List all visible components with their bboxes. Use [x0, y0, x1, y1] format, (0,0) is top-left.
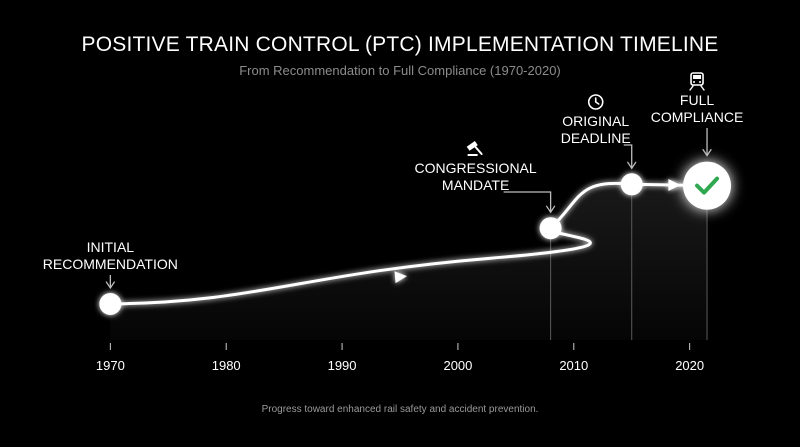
connector-arrow-icon [105, 281, 115, 290]
direction-arrow [668, 178, 681, 191]
milestone-marker-initial [99, 293, 122, 316]
milestone-marker-full [683, 161, 732, 210]
milestone-label-line: MANDATE [442, 177, 509, 193]
milestone-label-line: COMPLIANCE [651, 109, 744, 125]
gavel-icon [466, 140, 483, 156]
caption-text: Progress toward enhanced rail safety and… [262, 404, 539, 415]
connector-arrow-icon [545, 205, 556, 214]
direction-arrow [394, 271, 407, 284]
axis-tick-label: 2000 [443, 358, 472, 373]
train-icon [689, 72, 705, 91]
milestone-label-line: DEADLINE [561, 130, 631, 146]
connector-arrow-icon [702, 148, 712, 157]
milestone-marker-mandate [539, 217, 562, 240]
milestone-connector [623, 144, 633, 169]
progress-curve [108, 181, 709, 306]
axis-tick-label: 1970 [96, 358, 125, 373]
axis-ticks: 1970 1980 1990 2000 2010 2020 [96, 343, 704, 373]
milestone-label-line: FULL [680, 92, 714, 108]
axis-tick-label: 1980 [212, 358, 241, 373]
milestone-markers [99, 161, 732, 316]
milestone-label-line: ORIGINAL [562, 113, 629, 129]
milestone-label-line: INITIAL [87, 239, 135, 255]
page-title: POSITIVE TRAIN CONTROL (PTC) IMPLEMENTAT… [82, 33, 719, 56]
direction-arrows [394, 178, 681, 284]
milestone-label-line: RECOMMENDATION [43, 256, 178, 272]
milestone-marker-deadline [620, 173, 643, 196]
connector-arrow-icon [627, 161, 637, 170]
milestone-label-line: CONGRESSIONAL [415, 160, 537, 176]
progress-area [110, 183, 708, 340]
axis-tick-label: 2020 [675, 358, 704, 373]
checkmark-icon [695, 176, 720, 195]
clock-icon [587, 94, 604, 110]
axis-tick-label: 1990 [328, 358, 357, 373]
axis-tick-label: 2010 [559, 358, 588, 373]
progress-area-fill [110, 183, 708, 340]
page-subtitle: From Recommendation to Full Compliance (… [239, 63, 561, 78]
milestone-connector [503, 191, 552, 213]
milestone-guides [550, 184, 708, 340]
